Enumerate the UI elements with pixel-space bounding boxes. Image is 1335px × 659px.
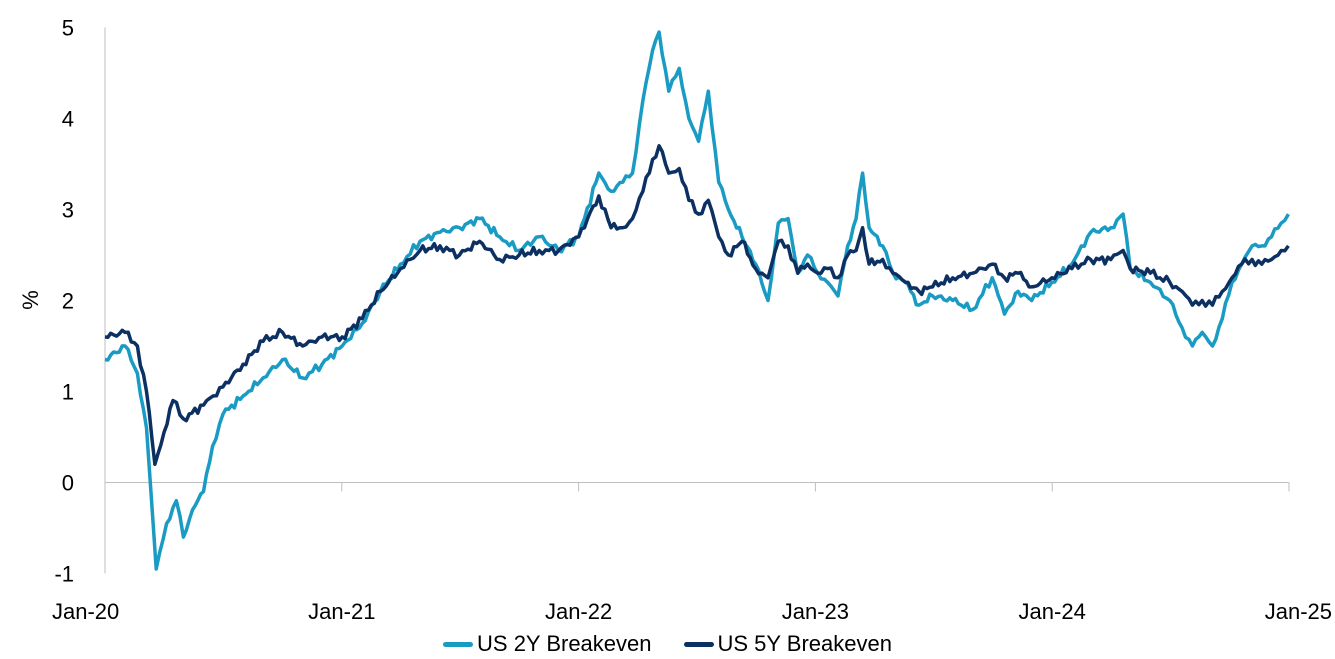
- y-tick-label: 3: [62, 198, 74, 223]
- x-tick-label: Jan-21: [308, 599, 375, 624]
- legend-swatch-us-2y: [443, 641, 474, 647]
- legend: US 2Y Breakeven US 5Y Breakeven: [0, 631, 1335, 657]
- legend-label-us-2y: US 2Y Breakeven: [477, 631, 652, 656]
- series-line-us-5y-breakeven: [104, 144, 1290, 467]
- x-tick-label: Jan-20: [52, 599, 119, 624]
- legend-item-us-2y: US 2Y Breakeven: [443, 631, 652, 657]
- x-tick-label: Jan-22: [545, 599, 612, 624]
- y-tick-label: 1: [62, 380, 74, 405]
- y-axis-ticks: -1 0 1 2 3 4 5: [54, 16, 106, 587]
- y-tick-label: 5: [62, 16, 74, 41]
- y-tick-label: -1: [54, 562, 74, 587]
- legend-swatch-us-5y: [683, 641, 714, 647]
- y-tick-label: 4: [62, 107, 74, 132]
- series-line-us-2y-breakeven: [104, 30, 1290, 571]
- y-tick-label: 2: [62, 289, 74, 314]
- y-axis-label: %: [18, 290, 43, 310]
- series-lines: [104, 30, 1290, 571]
- legend-label-us-5y: US 5Y Breakeven: [717, 631, 892, 656]
- x-axis: Jan-20 Jan-21 Jan-22 Jan-23 Jan-24 Jan-25: [52, 482, 1332, 624]
- x-tick-label: Jan-25: [1265, 599, 1332, 624]
- x-tick-label: Jan-23: [782, 599, 849, 624]
- legend-item-us-5y: US 5Y Breakeven: [683, 631, 892, 657]
- x-tick-label: Jan-24: [1019, 599, 1086, 624]
- y-tick-label: 0: [62, 471, 74, 496]
